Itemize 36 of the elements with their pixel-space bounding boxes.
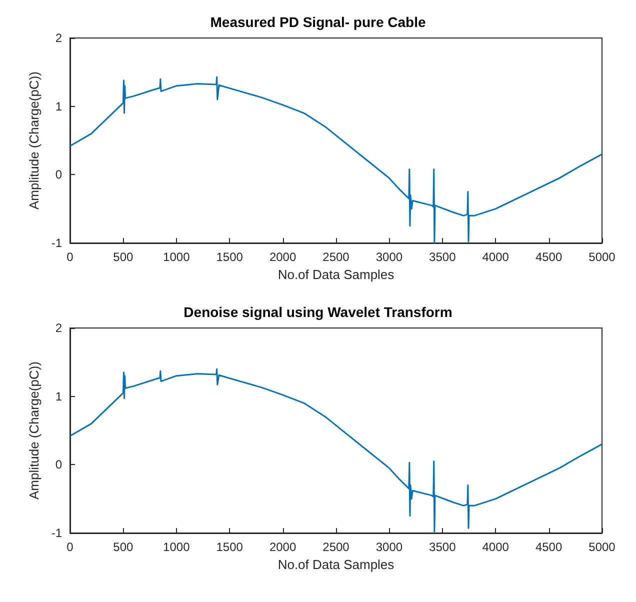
- x-tick-label: 4500: [535, 540, 562, 554]
- x-tick-label: 1000: [163, 540, 190, 554]
- x-axis-title: No.of Data Samples: [278, 556, 395, 572]
- x-tick-label: 5000: [588, 250, 616, 264]
- y-tick-label: 0: [55, 458, 62, 472]
- x-tick-label: 4000: [482, 540, 510, 554]
- x-tick-label: 3000: [376, 250, 403, 264]
- x-tick-label: 3500: [429, 250, 456, 264]
- x-tick-label: 3500: [429, 540, 456, 554]
- x-tick-label: 1500: [216, 540, 244, 554]
- x-tick-label: 500: [113, 540, 134, 554]
- x-axis-title: No.of Data Samples: [278, 266, 395, 282]
- y-tick-label: -1: [51, 236, 62, 250]
- x-tick-label: 4000: [482, 250, 510, 264]
- x-tick-label: 1000: [163, 250, 190, 264]
- y-tick-label: 2: [55, 31, 62, 45]
- x-tick-label: 5000: [588, 540, 616, 554]
- y-tick-label: 0: [55, 168, 62, 182]
- chart-title: Denoise signal using Wavelet Transform: [184, 304, 452, 320]
- y-tick-label: 1: [55, 99, 62, 114]
- x-tick-label: 3000: [376, 540, 403, 554]
- x-tick-label: 2500: [322, 540, 350, 554]
- chart-title: Measured PD Signal- pure Cable: [210, 14, 426, 30]
- y-tick-label: -1: [51, 526, 62, 540]
- x-tick-label: 500: [113, 250, 134, 264]
- y-axis-title: Amplitude (Charge(pC)): [26, 72, 42, 210]
- x-tick-label: 0: [66, 540, 74, 554]
- x-tick-label: 0: [66, 250, 74, 264]
- x-tick-label: 4500: [535, 250, 562, 264]
- x-tick-label: 2000: [269, 250, 296, 264]
- x-tick-label: 2500: [322, 250, 350, 264]
- y-axis-title: Amplitude (Charge(pC)): [26, 362, 42, 500]
- x-tick-label: 1500: [216, 250, 244, 264]
- x-tick-label: 2000: [269, 540, 296, 554]
- y-tick-label: 2: [55, 321, 62, 335]
- y-tick-label: 1: [55, 389, 62, 404]
